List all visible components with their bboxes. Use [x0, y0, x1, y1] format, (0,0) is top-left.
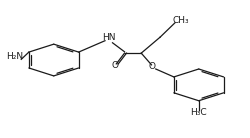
Text: O: O — [148, 62, 156, 71]
Text: CH₃: CH₃ — [172, 15, 189, 25]
Text: H₃C: H₃C — [190, 108, 207, 117]
Text: H₂N: H₂N — [6, 52, 24, 61]
Text: HN: HN — [102, 33, 116, 43]
Text: O: O — [112, 61, 118, 70]
